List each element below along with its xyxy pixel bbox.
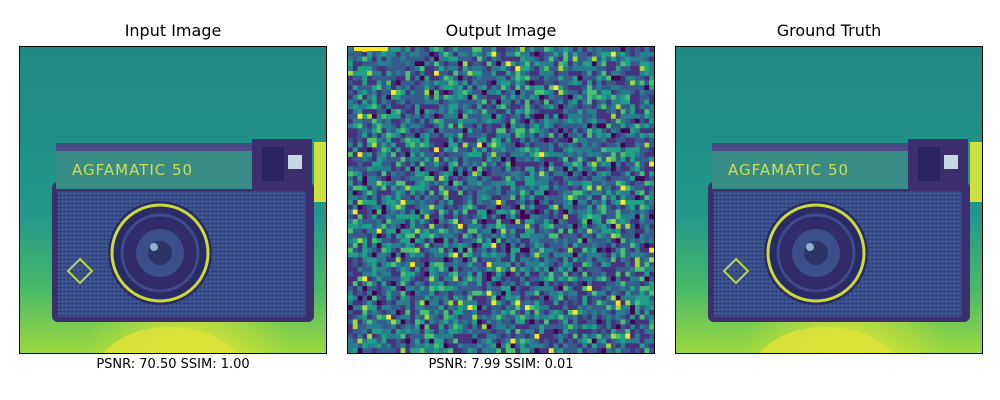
camera-brand-text: AGFAMATIC 50: [72, 161, 193, 179]
input-image: AGFAMATIC 50: [19, 46, 327, 354]
camera-photo-image: AGFAMATIC 50: [20, 47, 326, 353]
metrics-caption-output: PSNR: 7.99 SSIM: 0.01: [428, 357, 574, 372]
panel-output-image: Output Image PSNR: 7.99 SSIM: 0.01: [347, 0, 655, 400]
panel-ground-truth: Ground Truth: [675, 0, 983, 400]
noise-image: [348, 47, 654, 353]
metrics-caption-input: PSNR: 70.50 SSIM: 1.00: [96, 357, 250, 372]
camera-photo-image: AGFAMATIC 50: [676, 47, 982, 353]
panel-title-output: Output Image: [445, 21, 557, 40]
panel-title-ground-truth: Ground Truth: [776, 21, 882, 40]
panel-input-image: Input Image: [19, 0, 327, 400]
panel-title-input: Input Image: [124, 21, 222, 40]
output-image: [347, 46, 655, 354]
ground-truth-image: AGFAMATIC 50: [675, 46, 983, 354]
camera-brand-text: AGFAMATIC 50: [728, 161, 849, 179]
